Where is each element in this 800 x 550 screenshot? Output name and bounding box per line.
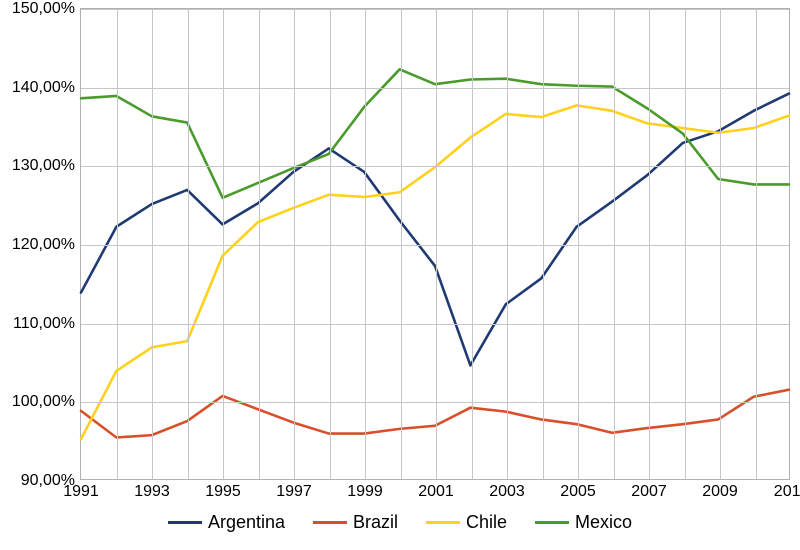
gridline-vertical [223, 9, 224, 479]
gridline-vertical [117, 9, 118, 479]
x-tick-label: 1999 [347, 479, 383, 501]
y-tick-label: 100,00% [12, 393, 81, 411]
x-tick-label: 2009 [702, 479, 738, 501]
gridline-vertical [649, 9, 650, 479]
gridline-vertical [365, 9, 366, 479]
legend-label: Brazil [353, 512, 398, 533]
gridline-vertical [401, 9, 402, 479]
x-tick-label: 1997 [276, 479, 312, 501]
gridline-vertical [259, 9, 260, 479]
x-tick-label: 2005 [560, 479, 596, 501]
legend-swatch [535, 521, 569, 524]
gridline-vertical [436, 9, 437, 479]
legend-item-argentina: Argentina [168, 512, 285, 533]
gridline-vertical [543, 9, 544, 479]
gridline-vertical [614, 9, 615, 479]
x-tick-label: 1993 [134, 479, 170, 501]
y-tick-label: 110,00% [13, 315, 81, 333]
gridline-vertical [685, 9, 686, 479]
gridline-vertical [294, 9, 295, 479]
legend-swatch [313, 521, 347, 524]
legend-label: Argentina [208, 512, 285, 533]
gridline-vertical [720, 9, 721, 479]
y-tick-label: 140,00% [12, 79, 81, 97]
legend-swatch [168, 521, 202, 524]
gridline-vertical [578, 9, 579, 479]
gridline-vertical [756, 9, 757, 479]
y-tick-label: 130,00% [12, 157, 81, 175]
gridline-vertical [507, 9, 508, 479]
x-tick-label: 1991 [63, 479, 99, 501]
legend-item-brazil: Brazil [313, 512, 398, 533]
plot-area: 90,00%100,00%110,00%120,00%130,00%140,00… [80, 8, 790, 480]
gridline-vertical [188, 9, 189, 479]
x-tick-label: 2007 [631, 479, 667, 501]
x-tick-label: 1995 [205, 479, 241, 501]
x-tick-label: 2003 [489, 479, 525, 501]
legend-item-mexico: Mexico [535, 512, 632, 533]
gridline-vertical [152, 9, 153, 479]
legend-label: Chile [466, 512, 507, 533]
line-chart: 90,00%100,00%110,00%120,00%130,00%140,00… [0, 0, 800, 550]
gridline-vertical [330, 9, 331, 479]
x-tick-label: 2001 [418, 479, 454, 501]
gridline-vertical [472, 9, 473, 479]
legend: Argentina Brazil Chile Mexico [0, 512, 800, 533]
legend-swatch [426, 521, 460, 524]
y-tick-label: 120,00% [12, 236, 81, 254]
y-tick-label: 150,00% [12, 0, 81, 18]
x-tick-label: 2011 [774, 479, 800, 501]
legend-item-chile: Chile [426, 512, 507, 533]
legend-label: Mexico [575, 512, 632, 533]
